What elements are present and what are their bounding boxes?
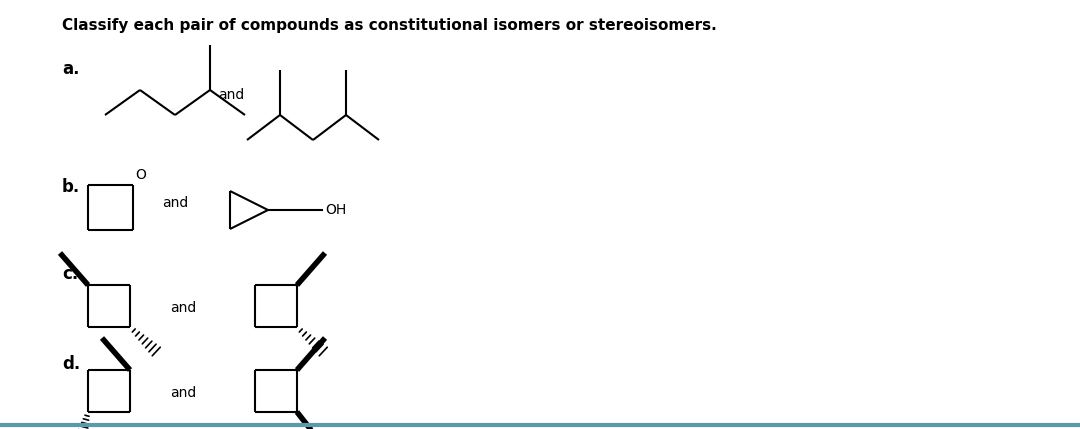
Text: O: O [135, 168, 146, 182]
Text: a.: a. [62, 60, 80, 78]
Text: and: and [170, 386, 197, 400]
Text: OH: OH [325, 203, 347, 217]
Text: c.: c. [62, 265, 78, 283]
Text: b.: b. [62, 178, 80, 196]
Text: d.: d. [62, 355, 80, 373]
Text: and: and [218, 88, 244, 102]
Text: Classify each pair of compounds as constitutional isomers or stereoisomers.: Classify each pair of compounds as const… [62, 18, 717, 33]
Text: and: and [162, 196, 188, 210]
Text: and: and [170, 301, 197, 315]
